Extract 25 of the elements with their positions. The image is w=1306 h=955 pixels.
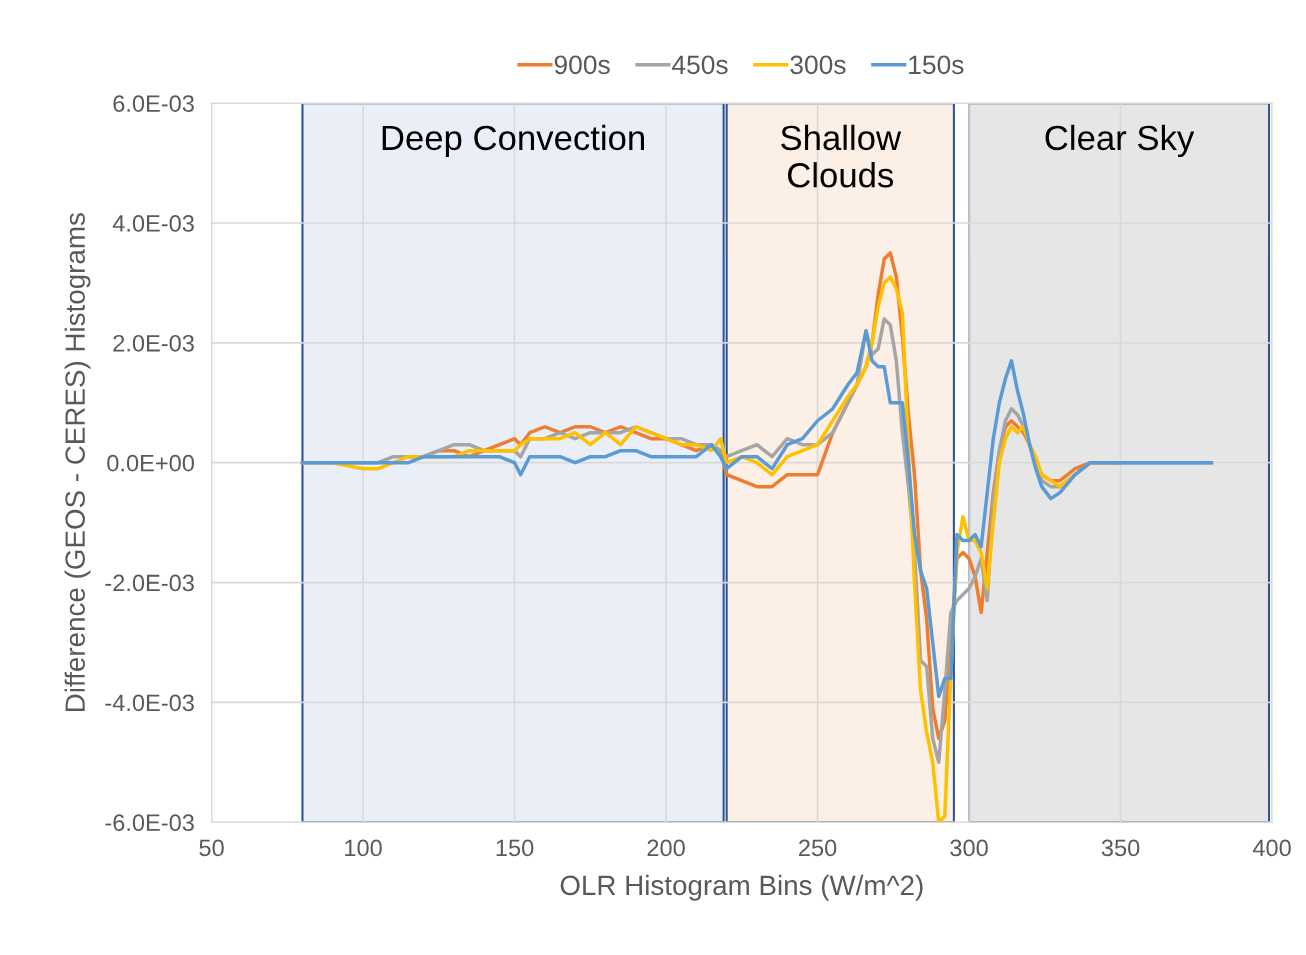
x-tick-label: 50: [199, 839, 224, 857]
band-label: Clear Sky: [1045, 124, 1195, 158]
y-tick-label: -2.0E-03: [105, 574, 194, 592]
legend-label: 150s: [909, 55, 964, 75]
x-tick-label: 300: [950, 839, 988, 857]
y-tick-label: -4.0E-03: [105, 694, 194, 712]
line-series: [300, 329, 1214, 699]
band-label: Deep Convection: [382, 124, 644, 158]
y-tick-label: 4.0E-03: [112, 215, 194, 232]
x-tick-label: 250: [799, 839, 837, 857]
band-label: Shallow Clouds: [781, 124, 902, 188]
legend-label: 900s: [554, 55, 610, 75]
x-tick-label: 200: [647, 839, 685, 857]
x-tick-label: 100: [345, 839, 382, 857]
x-tick-label: 400: [1252, 839, 1291, 857]
x-axis-title: OLR Histogram Bins (W/m^2): [560, 874, 923, 901]
y-tick-label: 0.0E+00: [107, 454, 194, 472]
x-tick-label: 350: [1101, 839, 1140, 857]
legend-label: 300s: [790, 55, 846, 75]
y-tick-label: 2.0E-03: [113, 334, 194, 352]
y-tick-label: -6.0E-03: [105, 814, 194, 832]
y-axis-title: Difference (GEOS - CERES) Histograms: [64, 213, 91, 711]
legend-label: 450s: [672, 55, 728, 75]
y-tick-label: 6.0E-03: [113, 95, 194, 112]
x-tick-label: 150: [496, 839, 534, 857]
